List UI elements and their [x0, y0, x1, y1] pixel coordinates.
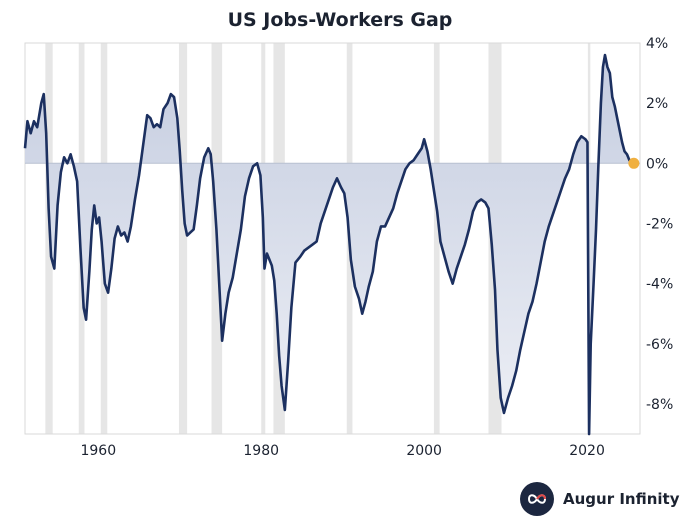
- infinity-icon: [520, 482, 554, 516]
- y-tick-label: 0%: [646, 156, 668, 172]
- brand-name: Augur Infinity: [563, 490, 680, 508]
- latest-value-marker: [628, 157, 640, 169]
- y-tick-label: -4%: [646, 277, 673, 293]
- gap-series-line: [23, 53, 633, 436]
- x-tick-label: 1960: [80, 443, 116, 459]
- y-tick-label: 2%: [646, 96, 668, 112]
- y-tick-label: -8%: [646, 397, 673, 413]
- y-tick-label: -2%: [646, 216, 673, 232]
- brand: Augur Infinity: [520, 482, 679, 516]
- gap-area-fill: [25, 55, 632, 434]
- chart-title: US Jobs-Workers Gap: [228, 9, 453, 31]
- recession-band: [178, 43, 188, 434]
- y-tick-label: -6%: [646, 337, 673, 353]
- x-tick-label: 2000: [406, 443, 442, 459]
- y-tick-label: 4%: [646, 36, 668, 52]
- x-tick-label: 1980: [243, 443, 279, 459]
- plot-frame: [24, 42, 641, 435]
- recession-band: [433, 43, 440, 434]
- x-tick-label: 2020: [569, 443, 605, 459]
